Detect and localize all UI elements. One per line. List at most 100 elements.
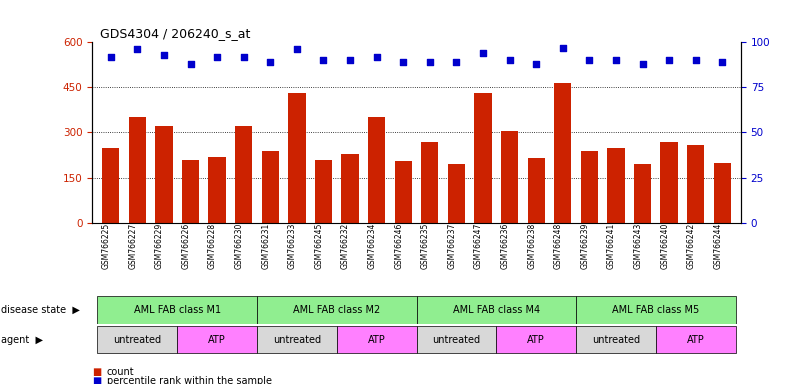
Bar	[288, 93, 305, 223]
Point	[396, 59, 409, 65]
Text: GSM766235: GSM766235	[421, 223, 430, 269]
Point	[662, 57, 675, 63]
Text: GSM766238: GSM766238	[527, 223, 536, 269]
Point	[557, 45, 570, 51]
Bar	[576, 326, 656, 353]
Text: GSM766245: GSM766245	[315, 223, 324, 269]
Text: GSM766233: GSM766233	[288, 223, 297, 269]
Text: percentile rank within the sample: percentile rank within the sample	[107, 376, 272, 384]
Text: GSM766228: GSM766228	[208, 223, 217, 269]
Point	[317, 57, 330, 63]
Text: agent  ▶: agent ▶	[1, 334, 42, 345]
Text: GSM766240: GSM766240	[660, 223, 669, 269]
Point	[636, 61, 649, 67]
Text: ATP: ATP	[208, 334, 226, 345]
Bar	[155, 126, 172, 223]
Point	[370, 54, 383, 60]
Text: GSM766225: GSM766225	[102, 223, 111, 269]
Point	[104, 54, 117, 60]
Bar	[208, 157, 226, 223]
Text: untreated: untreated	[433, 334, 481, 345]
Bar	[336, 326, 417, 353]
Point	[690, 57, 702, 63]
Text: GSM766247: GSM766247	[474, 223, 483, 269]
Bar	[341, 154, 359, 223]
Bar	[182, 160, 199, 223]
Text: GSM766229: GSM766229	[155, 223, 164, 269]
Point	[158, 52, 171, 58]
Bar	[687, 144, 704, 223]
Point	[211, 54, 223, 60]
Text: AML FAB class M5: AML FAB class M5	[612, 305, 699, 315]
Bar	[368, 118, 385, 223]
Bar	[528, 158, 545, 223]
Bar	[177, 326, 257, 353]
Bar	[262, 151, 279, 223]
Text: GSM766226: GSM766226	[182, 223, 191, 269]
Bar	[98, 296, 257, 324]
Text: ATP: ATP	[527, 334, 545, 345]
Text: GSM766234: GSM766234	[368, 223, 376, 269]
Point	[264, 59, 276, 65]
Bar	[714, 162, 731, 223]
Bar	[235, 126, 252, 223]
Bar	[554, 83, 571, 223]
Bar	[102, 147, 119, 223]
Text: untreated: untreated	[592, 334, 640, 345]
Text: GSM766244: GSM766244	[714, 223, 723, 269]
Bar	[576, 296, 735, 324]
Text: GSM766236: GSM766236	[501, 223, 509, 269]
Text: GSM766231: GSM766231	[261, 223, 270, 269]
Text: AML FAB class M1: AML FAB class M1	[134, 305, 221, 315]
Point	[503, 57, 516, 63]
Text: GSM766243: GSM766243	[634, 223, 642, 269]
Text: disease state  ▶: disease state ▶	[1, 305, 79, 315]
Point	[583, 57, 596, 63]
Text: GSM766246: GSM766246	[394, 223, 403, 269]
Point	[344, 57, 356, 63]
Point	[716, 59, 729, 65]
Bar	[607, 147, 625, 223]
Text: GSM766242: GSM766242	[686, 223, 696, 269]
Text: AML FAB class M4: AML FAB class M4	[453, 305, 540, 315]
Bar	[315, 160, 332, 223]
Point	[529, 61, 542, 67]
Bar	[656, 326, 735, 353]
Text: AML FAB class M2: AML FAB class M2	[293, 305, 380, 315]
Bar	[448, 164, 465, 223]
Bar	[417, 296, 576, 324]
Text: GSM766237: GSM766237	[448, 223, 457, 269]
Bar	[581, 151, 598, 223]
Text: ■: ■	[92, 367, 102, 377]
Point	[424, 59, 437, 65]
Point	[610, 57, 622, 63]
Bar	[634, 164, 651, 223]
Text: untreated: untreated	[113, 334, 161, 345]
Point	[237, 54, 250, 60]
Text: ATP: ATP	[686, 334, 705, 345]
Text: GSM766232: GSM766232	[341, 223, 350, 269]
Bar	[417, 326, 497, 353]
Text: ■: ■	[92, 376, 102, 384]
Point	[477, 50, 489, 56]
Point	[450, 59, 463, 65]
Bar	[129, 118, 146, 223]
Text: GSM766248: GSM766248	[553, 223, 563, 269]
Text: GSM766241: GSM766241	[607, 223, 616, 269]
Point	[184, 61, 197, 67]
Text: untreated: untreated	[273, 334, 321, 345]
Text: GSM766230: GSM766230	[235, 223, 244, 269]
Bar	[501, 131, 518, 223]
Bar	[661, 142, 678, 223]
Bar	[421, 142, 438, 223]
Bar	[257, 326, 336, 353]
Point	[131, 46, 143, 53]
Bar	[497, 326, 576, 353]
Bar	[257, 296, 417, 324]
Text: GDS4304 / 206240_s_at: GDS4304 / 206240_s_at	[100, 27, 251, 40]
Text: GSM766239: GSM766239	[581, 223, 590, 269]
Text: count: count	[107, 367, 134, 377]
Bar	[395, 161, 412, 223]
Text: ATP: ATP	[368, 334, 385, 345]
Bar	[98, 326, 177, 353]
